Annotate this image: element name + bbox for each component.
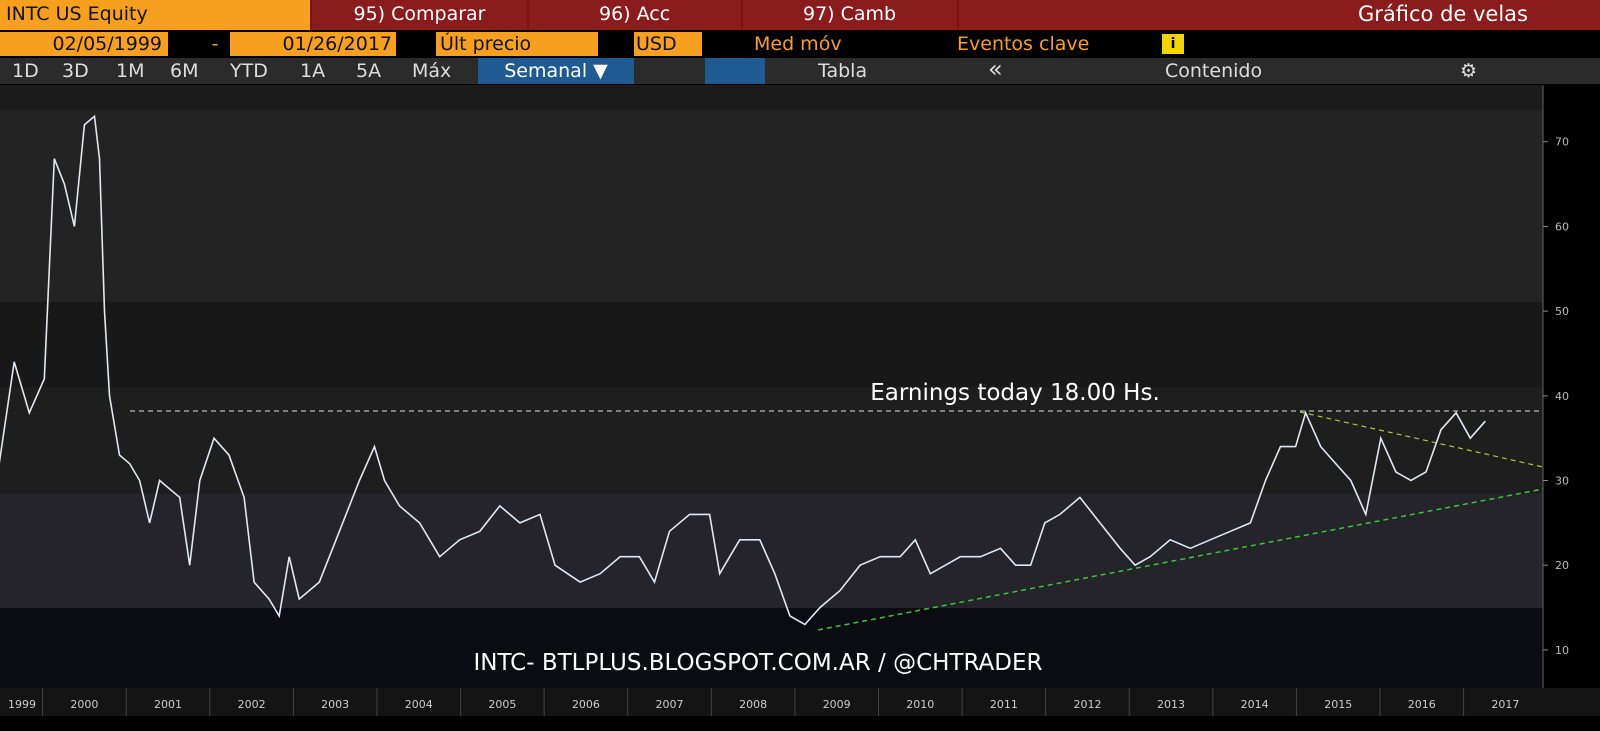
band	[0, 85, 1543, 110]
x-tick-label: 2002	[238, 698, 266, 711]
x-tick-label: 2013	[1157, 698, 1185, 711]
x-tick-label: 2006	[572, 698, 600, 711]
x-tick-label: 2003	[321, 698, 349, 711]
view-title: Gráfico de velas	[959, 0, 1600, 30]
frequency[interactable]: Semanal ▼	[478, 58, 634, 84]
x-tick-label: 2007	[656, 698, 684, 711]
x-tick-label: 2017	[1491, 698, 1519, 711]
moving-average[interactable]: Med móv	[754, 33, 842, 55]
trendline	[817, 488, 1544, 631]
y-tick-label: 10	[1555, 644, 1569, 657]
y-tick-label: 50	[1555, 305, 1569, 318]
x-tick-label: 2010	[906, 698, 934, 711]
x-tick-label: 2005	[488, 698, 516, 711]
security-field[interactable]: INTC US Equity	[0, 0, 310, 30]
x-tick-label: 2009	[823, 698, 851, 711]
price-field[interactable]: Últ precio	[436, 32, 598, 56]
band	[0, 387, 1543, 494]
range-button[interactable]: 1M	[116, 60, 145, 82]
y-tick-label: 30	[1555, 475, 1569, 488]
x-tick-label: 2000	[70, 698, 98, 711]
band	[0, 110, 1543, 302]
date-separator: -	[211, 33, 219, 55]
x-tick-label: 2011	[990, 698, 1018, 711]
price-line	[0, 114, 1486, 626]
table-button[interactable]: Tabla	[818, 60, 868, 82]
compare-button[interactable]: 95) Comparar	[312, 0, 527, 30]
watermark: INTC- BTLPLUS.BLOGSPOT.COM.AR / @CHTRADE…	[473, 650, 1042, 676]
band	[0, 494, 1543, 608]
range-button[interactable]: 3D	[62, 60, 89, 82]
x-tick-label: 2015	[1324, 698, 1352, 711]
x-tick-label: 2016	[1408, 698, 1436, 711]
y-tick-label: 70	[1555, 136, 1569, 149]
x-tick-label: 2012	[1073, 698, 1101, 711]
band	[0, 302, 1543, 387]
range-bar	[0, 58, 1600, 84]
band	[0, 608, 1543, 688]
trendline	[1299, 411, 1544, 468]
collapse-button[interactable]: «	[988, 55, 1003, 83]
range-button[interactable]: 6M	[170, 60, 199, 82]
range-button[interactable]: 5A	[356, 60, 382, 82]
x-tick-label: 2001	[154, 698, 182, 711]
x-tick-label: 2004	[405, 698, 433, 711]
range-button[interactable]: YTD	[230, 60, 268, 82]
change-button[interactable]: 97) Camb	[743, 0, 957, 30]
y-tick-label: 60	[1555, 220, 1569, 233]
info-icon[interactable]: i	[1162, 34, 1184, 54]
settings-icon[interactable]: ⚙	[1460, 60, 1478, 82]
x-tick-label: 2014	[1241, 698, 1269, 711]
range-button[interactable]: 1D	[12, 60, 39, 82]
currency[interactable]: USD	[634, 32, 702, 56]
annotation: Earnings today 18.00 Hs.	[870, 380, 1160, 406]
x-tick-label: 2008	[739, 698, 767, 711]
actions-button[interactable]: 96) Acc	[529, 0, 741, 30]
end-date[interactable]: 01/26/2017	[230, 32, 396, 56]
x-axis-bar	[0, 688, 1600, 716]
candle-button[interactable]	[705, 58, 765, 84]
y-tick-label: 20	[1555, 559, 1569, 572]
range-button[interactable]: Máx	[412, 60, 452, 82]
start-date[interactable]: 02/05/1999	[0, 32, 168, 56]
content-button[interactable]: Contenido	[1165, 60, 1263, 82]
range-button[interactable]: 1A	[300, 60, 326, 82]
x-tick-label: 1999	[8, 698, 36, 711]
y-tick-label: 40	[1555, 390, 1569, 403]
key-events[interactable]: Eventos clave	[957, 33, 1090, 55]
